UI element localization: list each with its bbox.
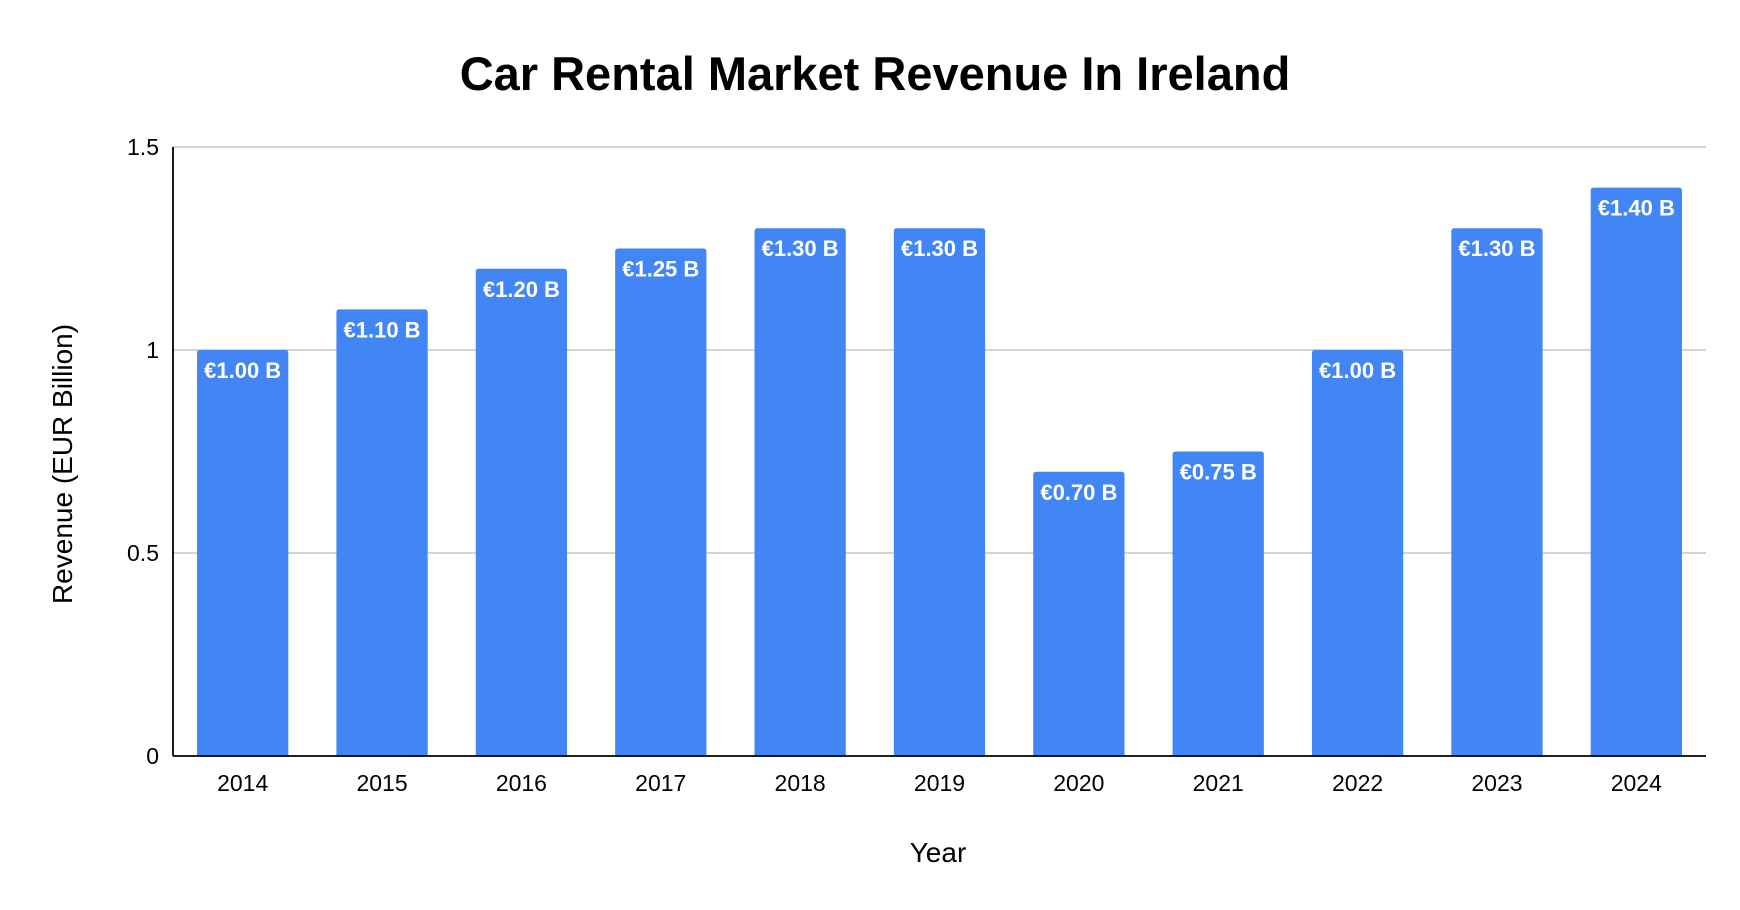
bar-2019 [893,228,986,756]
x-tick-label-2023: 2023 [1471,770,1522,796]
x-tick-label-2017: 2017 [635,770,686,796]
x-tick-label-2015: 2015 [356,770,407,796]
bar-2017 [615,248,707,756]
bar-2016 [475,268,568,756]
bar-2020 [1033,471,1125,756]
data-label-2016: €1.20 B [483,277,560,302]
bar-2024 [1590,187,1682,757]
bar-2018 [754,228,846,756]
x-tick-label-2022: 2022 [1332,770,1383,796]
y-tick-label: 1 [146,337,159,363]
data-label-2020: €0.70 B [1040,480,1117,505]
x-tick-label-2016: 2016 [496,770,547,796]
data-label-2015: €1.10 B [344,317,421,342]
bars [197,187,1682,757]
y-tick-label: 1.5 [127,134,159,160]
data-label-2014: €1.00 B [204,358,281,383]
bar-2015 [336,309,428,756]
data-label-2021: €0.75 B [1180,460,1257,485]
x-axis-title: Year [910,837,967,868]
data-label-2022: €1.00 B [1319,358,1396,383]
chart-title: Car Rental Market Revenue In Ireland [460,47,1291,100]
x-tick-label-2024: 2024 [1611,770,1662,796]
data-label-2017: €1.25 B [622,257,699,282]
x-tick-label-2018: 2018 [775,770,826,796]
x-tick-label-2020: 2020 [1053,770,1104,796]
y-tick-label: 0.5 [127,540,159,566]
data-label-2024: €1.40 B [1598,196,1675,221]
bar-2023 [1451,228,1543,756]
bar-2014 [197,350,289,756]
y-tick-label: 0 [146,743,159,769]
x-axis-ticks: 2014 2015 2016 2017 2018 2019 2020 2021 2022 2023… [217,770,1662,796]
bar-2021 [1172,451,1264,756]
data-label-2023: €1.30 B [1458,236,1535,261]
data-labels: €1.00 B €1.10 B €1.20 B €1.25 B €1.30 B €1.30… [204,196,1675,505]
x-tick-label-2019: 2019 [914,770,965,796]
y-axis-ticks: 0 0.5 1 1.5 [127,134,159,769]
x-tick-label-2014: 2014 [217,770,268,796]
data-label-2018: €1.30 B [762,236,839,261]
bar-2022 [1311,350,1404,756]
data-label-2019: €1.30 B [901,236,978,261]
y-axis-title: Revenue (EUR Billion) [47,324,78,604]
x-tick-label-2021: 2021 [1193,770,1244,796]
